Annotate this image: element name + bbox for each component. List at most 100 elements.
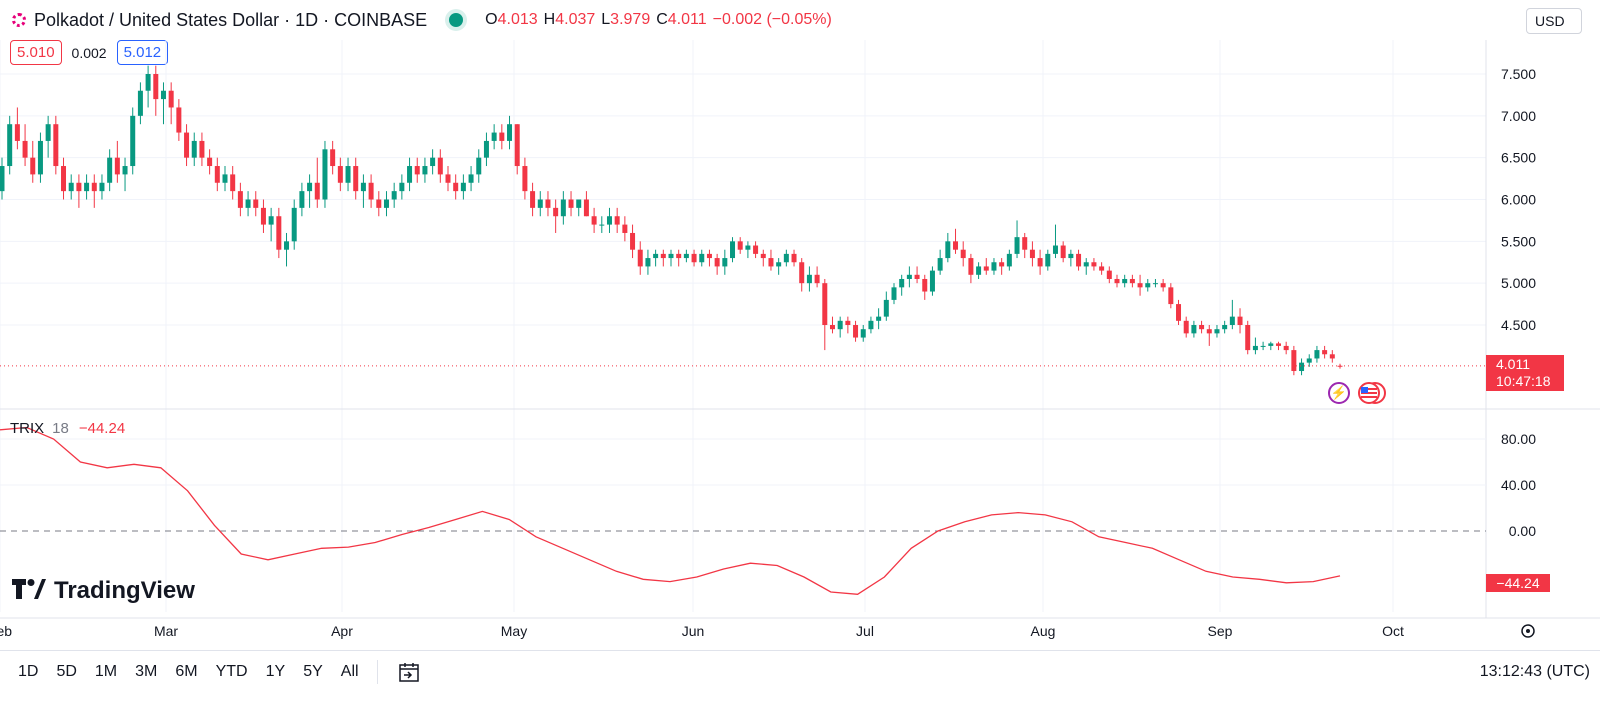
candle-body	[1076, 253, 1082, 267]
utc-clock[interactable]: 13:12:43 (UTC)	[1479, 663, 1590, 680]
candle-body	[914, 274, 920, 279]
candle-body	[999, 262, 1005, 267]
range-6m-button[interactable]: 6M	[175, 663, 198, 680]
candle-body	[1176, 304, 1182, 321]
candle-body	[1068, 253, 1074, 259]
trix-axis-label: 80.00	[1501, 431, 1536, 447]
sell-price-button[interactable]: 5.010	[10, 40, 62, 65]
candle-body	[537, 199, 543, 208]
candle-body	[214, 166, 220, 183]
candle-body	[360, 182, 366, 192]
candle-body	[1091, 262, 1097, 267]
candle-body	[576, 199, 582, 208]
candle-body	[199, 140, 205, 158]
toolbar-divider	[376, 660, 378, 684]
ohlc-low: L3.979	[601, 11, 651, 28]
last-price-tag: 4.011 10:47:18	[1486, 355, 1564, 391]
range-ytd-button[interactable]: YTD	[215, 663, 248, 680]
range-all-button[interactable]: All	[340, 663, 359, 680]
candle-body	[553, 207, 559, 217]
trix-line	[0, 426, 1341, 595]
candle-body	[976, 266, 982, 275]
time-axis-label: Apr	[331, 623, 353, 639]
candle-body	[414, 166, 420, 175]
candle-body	[1206, 329, 1212, 334]
chart-header: Polkadot / United States Dollar · 1D · C…	[0, 0, 1490, 40]
market-status-icon	[449, 13, 464, 27]
candle-body	[1237, 316, 1243, 326]
bar-countdown: 10:47:18	[1496, 373, 1551, 389]
candle-body	[829, 325, 835, 330]
candle-body	[599, 224, 605, 226]
candle-body	[814, 274, 820, 284]
candle-body	[630, 232, 636, 250]
candle-body	[376, 199, 382, 208]
candle-body	[1052, 245, 1058, 254]
currency-selector[interactable]: USD	[1526, 8, 1582, 34]
trix-legend[interactable]: TRIX 18 −44.24	[10, 420, 125, 437]
candle-body	[522, 166, 528, 192]
range-1d-button[interactable]: 1D	[18, 663, 39, 680]
candle-body	[122, 166, 128, 175]
tradingview-logo[interactable]: TradingView	[12, 575, 195, 606]
time-axis-label: Oct	[1382, 623, 1404, 639]
price-axis-label: 5.000	[1501, 275, 1536, 291]
candle-body	[899, 278, 905, 288]
candle-body	[845, 320, 851, 326]
candle-body	[53, 124, 59, 167]
candle-body	[499, 132, 505, 141]
candle-body	[368, 182, 374, 200]
candle-body	[906, 274, 912, 279]
candle-body	[1122, 278, 1128, 284]
us-flag-icon[interactable]	[1356, 382, 1386, 404]
candle-body	[1022, 237, 1028, 250]
lightning-icon[interactable]: ⚡	[1328, 382, 1350, 404]
candle-body	[430, 157, 436, 167]
candle-body	[945, 241, 951, 259]
candle-body	[337, 166, 343, 183]
candle-body	[891, 287, 897, 300]
candle-body	[822, 283, 828, 326]
candle-body	[768, 258, 774, 267]
range-1m-button[interactable]: 1M	[94, 663, 118, 680]
candle-body	[207, 157, 213, 167]
candle-body	[583, 199, 589, 217]
candle-body	[968, 258, 974, 275]
candle-body	[407, 166, 413, 183]
range-1y-button[interactable]: 1Y	[265, 663, 286, 680]
symbol-title[interactable]: Polkadot / United States Dollar · 1D · C…	[34, 9, 428, 30]
candle-body	[483, 140, 489, 158]
candle-body	[1137, 283, 1143, 288]
time-axis-label: Sep	[1208, 623, 1233, 639]
range-5d-button[interactable]: 5D	[56, 663, 77, 680]
ohlc-close: C4.011	[656, 11, 707, 28]
calendar-icon[interactable]	[398, 661, 420, 683]
candle-body	[1152, 283, 1158, 285]
time-axis-label: Jun	[682, 623, 705, 639]
buy-price-button[interactable]: 5.012	[116, 40, 169, 65]
price-axis-label: 7.000	[1501, 108, 1536, 124]
settings-gear-icon[interactable]	[1521, 624, 1535, 638]
candle-body	[922, 278, 928, 292]
candle-body	[61, 166, 67, 192]
candle-body	[1275, 343, 1281, 346]
candle-body	[45, 124, 51, 141]
candle-body	[606, 216, 612, 225]
quote-boxes: 5.010 0.002 5.012	[10, 40, 169, 65]
candle-body	[991, 262, 997, 271]
range-5y-button[interactable]: 5Y	[303, 663, 323, 680]
candle-body	[591, 216, 597, 225]
candle-body	[783, 253, 789, 263]
candle-body	[230, 174, 236, 192]
last-price-value: 4.011	[1496, 356, 1530, 372]
candle-body	[37, 140, 43, 175]
candle-body	[76, 182, 82, 192]
candle-body	[1268, 343, 1274, 346]
range-3m-button[interactable]: 3M	[135, 663, 158, 680]
candle-body	[491, 132, 497, 141]
candle-body	[260, 207, 266, 225]
price-chart[interactable]: 7.500 7.000 6.500 6.000 5.500 5.000 4.500 Feb Ma…	[0, 0, 1600, 650]
gear-ring	[1521, 624, 1535, 638]
tradingview-logo-icon	[12, 575, 46, 606]
candle-body	[222, 174, 228, 183]
